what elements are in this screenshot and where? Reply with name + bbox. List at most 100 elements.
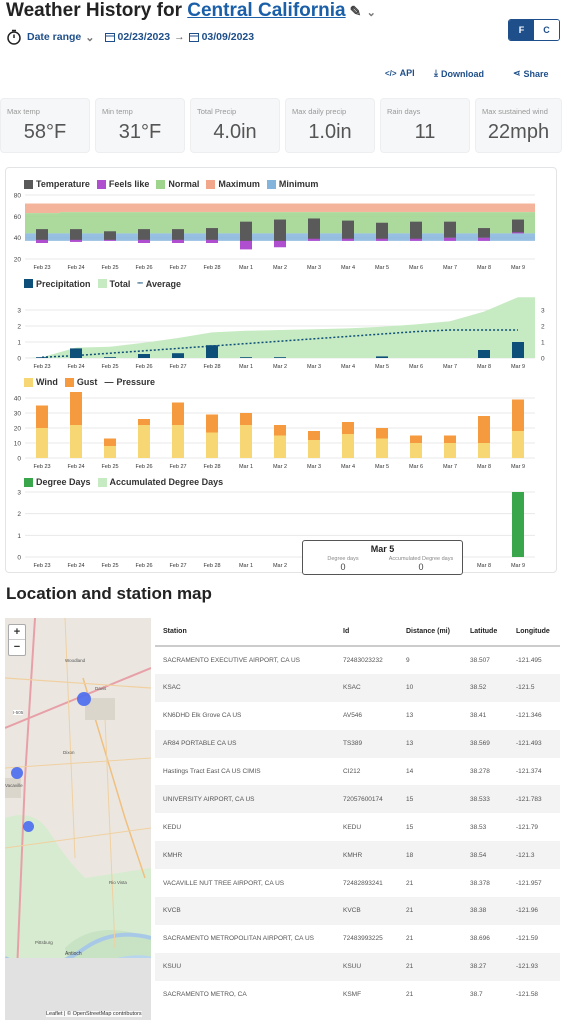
x-tick-label: Feb 27	[169, 265, 186, 271]
api-label: API	[399, 68, 415, 78]
stat-card-max-daily-precip: Max daily precip 1.0in	[285, 98, 375, 153]
legend-item[interactable]: Minimum	[266, 179, 318, 189]
table-cell: KSUU	[155, 952, 335, 981]
column-header-id[interactable]: Id	[335, 618, 398, 647]
table-cell: 14	[406, 768, 414, 775]
table-cell: KEDU	[163, 823, 182, 831]
column-header-longitude[interactable]: Longitude	[508, 618, 560, 647]
date-range-chevron-icon[interactable]: ⌄	[85, 31, 95, 44]
table-cell: 18	[398, 841, 462, 870]
table-row[interactable]: VACAVILLE NUT TREE AIRPORT, CA US 7248289…	[155, 869, 560, 897]
table-row[interactable]: Hastings Tract East CA US CIMIS CI212 14 38…	[155, 758, 560, 786]
stat-label: Max temp	[7, 107, 40, 116]
wind-bar	[512, 431, 524, 458]
legend-item[interactable]: Normal	[156, 179, 199, 189]
legend-item[interactable]: Total	[97, 279, 130, 289]
legend-item[interactable]: Gust	[64, 377, 97, 387]
x-tick-label: Mar 3	[307, 265, 321, 271]
api-link[interactable]: </> API	[385, 68, 415, 78]
legend-item[interactable]: Temperature	[24, 179, 90, 189]
x-tick-label: Feb 24	[67, 364, 84, 370]
charts-panel	[5, 167, 557, 573]
date-range-row: Date range ⌄ 02/23/2023 → 03/09/2023	[6, 28, 254, 46]
wind-bar	[444, 443, 456, 458]
map-label: Rio Vista	[109, 880, 127, 885]
legend-item[interactable]: — Pressure	[104, 377, 155, 387]
table-row[interactable]: KVCB KVCB 21 38.38 -121.96	[155, 897, 560, 925]
table-row[interactable]: SACRAMENTO METRO, CA KSMF 21 38.7 -121.58	[155, 981, 560, 1009]
table-row[interactable]: KSUU KSUU 21 38.27 -121.93	[155, 952, 560, 981]
degree-days-bar	[512, 492, 524, 557]
edit-pencil-icon[interactable]: ✎	[349, 3, 362, 19]
y-tick-label: 1	[17, 340, 21, 347]
precipitation-legend: Precipitation Total ┈ Average	[24, 278, 188, 289]
table-row[interactable]: AR84 PORTABLE CA US TS389 13 38.569 -121.493	[155, 729, 560, 758]
temperature-bar	[104, 231, 116, 240]
map-zoom-control: + −	[8, 624, 26, 656]
legend-label: Normal	[168, 179, 200, 189]
location-link[interactable]: Central California	[187, 0, 346, 21]
table-cell: -121.957	[516, 879, 542, 887]
column-header-distance[interactable]: Distance (mi)	[398, 618, 462, 647]
map-attribution[interactable]: Leaflet | © OpenStreetMap contributors	[46, 1011, 142, 1017]
column-header-station[interactable]: Station	[155, 618, 335, 647]
legend-item[interactable]: ┈ Average	[137, 278, 181, 289]
x-tick-label: Feb 24	[67, 265, 84, 271]
unit-toggle[interactable]: F C	[508, 19, 560, 41]
legend-item[interactable]: Accumulated Degree Days	[97, 477, 224, 487]
table-row[interactable]: KSAC KSAC 10 38.52 -121.5	[155, 673, 560, 702]
station-marker[interactable]	[11, 767, 23, 779]
legend-swatch	[24, 377, 33, 387]
wind-bar	[36, 428, 48, 458]
table-row[interactable]: UNIVERSITY AIRPORT, CA US 72057600174 15 38…	[155, 785, 560, 814]
download-link[interactable]: ⤓ Download	[434, 68, 484, 79]
table-row[interactable]: SACRAMENTO METROPOLITAN AIRPORT, CA US 72…	[155, 925, 560, 953]
start-date-input[interactable]: 02/23/2023	[117, 31, 171, 43]
end-date-input[interactable]: 03/09/2023	[201, 31, 255, 43]
unit-celsius-button[interactable]: C	[534, 20, 559, 40]
wind-bar	[410, 443, 422, 458]
precipitation-bar	[274, 357, 286, 358]
x-tick-label: Mar 5	[375, 464, 389, 470]
station-map[interactable]: Woodland Davis I-505 Dixon Vacaville Rio…	[5, 618, 151, 1020]
table-cell: KSMF	[343, 991, 362, 999]
legend-item[interactable]: Precipitation	[24, 279, 91, 289]
unit-fahrenheit-button[interactable]: F	[509, 20, 534, 40]
legend-item[interactable]: Degree Days	[24, 477, 91, 487]
stat-label: Total Precip	[197, 107, 237, 116]
station-marker[interactable]	[77, 692, 91, 706]
table-row[interactable]: KEDU KEDU 15 38.53 -121.79	[155, 813, 560, 841]
map-label: Antioch	[65, 951, 82, 957]
table-cell: 38.52	[462, 673, 508, 702]
legend-item[interactable]: Feels like	[96, 179, 149, 189]
download-icon: ⤓	[434, 68, 438, 78]
table-row[interactable]: SACRAMENTO EXECUTIVE AIRPORT, CA US 72483…	[155, 646, 560, 674]
table-cell: 21	[406, 991, 414, 999]
x-tick-label: Mar 1	[239, 265, 253, 271]
table-cell: 38.569	[462, 729, 508, 758]
y-tick-label: 80	[14, 193, 22, 200]
column-header-latitude[interactable]: Latitude	[462, 618, 508, 647]
y-tick-label: 2	[17, 324, 21, 331]
legend-label: Accumulated Degree Days	[109, 477, 224, 487]
date-range-label[interactable]: Date range	[27, 31, 82, 43]
precipitation-bar	[138, 354, 150, 358]
share-link[interactable]: ⋖ Share	[513, 68, 549, 79]
map-tiles	[5, 618, 151, 1020]
table-row[interactable]: KN6DHD Elk Grove CA US AV546 13 38.41 -121.3…	[155, 702, 560, 730]
stat-value: 1.0in	[308, 121, 352, 143]
table-cell: 38.7	[470, 991, 483, 999]
zoom-in-button[interactable]: +	[9, 625, 25, 640]
zoom-out-button[interactable]: −	[13, 641, 21, 653]
station-marker[interactable]	[23, 821, 34, 832]
legend-swatch	[97, 477, 107, 487]
chevron-down-icon[interactable]: ⌄	[366, 7, 376, 19]
calendar-icon	[188, 33, 199, 42]
legend-item[interactable]: Wind	[24, 377, 58, 387]
legend-item[interactable]: Maximum	[206, 179, 260, 189]
table-cell: -121.5	[508, 673, 560, 702]
table-row[interactable]: KMHR KMHR 18 38.54 -121.3	[155, 841, 560, 870]
legend-swatch	[266, 179, 276, 189]
share-icon: ⋖	[513, 68, 521, 78]
